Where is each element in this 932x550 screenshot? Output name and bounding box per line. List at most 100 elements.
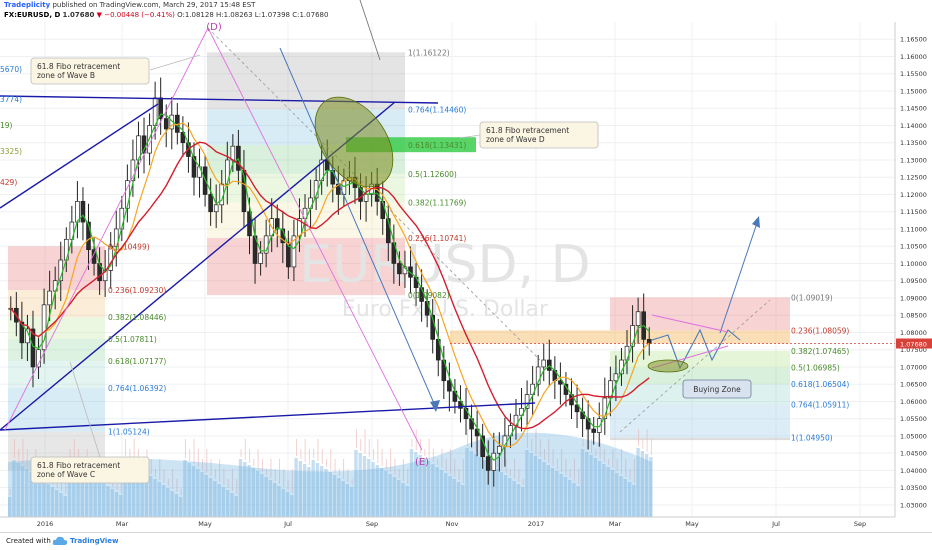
- volume-tick: [291, 469, 293, 493]
- volume-tick: [556, 459, 558, 469]
- volume-bar: [495, 469, 499, 517]
- volume-tick: [398, 469, 400, 478]
- annotation-callout: 61.8 Fibo retracement zone of Wave D: [479, 121, 599, 149]
- ma-slow-line: [10, 141, 650, 430]
- volume-tick: [129, 449, 131, 459]
- volume-bar: [426, 461, 431, 517]
- volume-bar: [512, 481, 516, 517]
- volume-tick: [167, 479, 169, 486]
- arrow-head-down: [430, 400, 440, 412]
- volume-bar: [247, 465, 251, 517]
- volume-tick: [638, 429, 640, 446]
- volume-tick: [514, 459, 516, 479]
- footer-divider: [0, 532, 932, 533]
- volume-bar: [131, 464, 136, 517]
- volume-tick: [595, 449, 597, 456]
- volume-bar: [20, 466, 25, 517]
- volume-bar: [37, 478, 42, 517]
- price-tick: 1.12500: [900, 174, 927, 182]
- time-tick: Jul: [283, 520, 292, 528]
- volume-bar: [542, 462, 546, 517]
- volume-bar: [597, 461, 602, 517]
- fib-label-right: 0.382(1.07465): [791, 347, 849, 356]
- candle-body: [30, 328, 36, 368]
- volume-bar: [187, 463, 191, 517]
- volume-bar: [290, 495, 294, 517]
- volume-tick: [646, 429, 648, 452]
- created-with-label: Created with: [6, 537, 51, 545]
- volume-bar: [110, 489, 114, 517]
- price-tick: 1.07500: [900, 346, 927, 354]
- volume-bar: [200, 472, 204, 517]
- volume-bar: [311, 460, 315, 517]
- price-tick: 1.16500: [900, 36, 927, 44]
- volume-bar: [328, 472, 332, 517]
- volume-bar: [533, 456, 538, 517]
- volume-tick: [22, 439, 24, 464]
- volume-tick: [296, 439, 298, 456]
- volume-bar: [183, 460, 187, 517]
- candle-body: [363, 194, 369, 202]
- fib-label-right: 1(1.04950): [791, 434, 833, 443]
- candle-body: [180, 132, 186, 144]
- volume-bar: [144, 473, 149, 517]
- trend-drawings: [0, 0, 895, 451]
- volume-tick: [163, 469, 165, 483]
- volume-tick: [338, 469, 340, 476]
- volume-bar: [452, 479, 456, 517]
- volume-tick: [197, 449, 199, 467]
- volume-bar: [615, 473, 619, 517]
- publisher-name[interactable]: Tradeplicity: [4, 1, 51, 9]
- volume-tick: [612, 449, 614, 468]
- volume-tick: [441, 449, 443, 468]
- candle-body: [447, 380, 452, 392]
- volume-tick: [223, 469, 225, 485]
- volume-tick: [261, 459, 263, 472]
- time-tick: May: [685, 520, 699, 528]
- volume-bar: [12, 460, 16, 517]
- candle-body: [113, 228, 119, 247]
- candle-body: [291, 235, 297, 268]
- volume-bar: [379, 468, 384, 517]
- volume-tick: [351, 479, 353, 485]
- volume-tick: [544, 449, 546, 460]
- volume-bar: [456, 482, 461, 517]
- volume-bar: [264, 477, 268, 517]
- volume-bar: [140, 470, 144, 517]
- gray-arrow-line: [359, 0, 381, 61]
- volume-tick: [65, 479, 67, 494]
- volume-bar: [349, 487, 354, 517]
- time-tick: Sep: [854, 520, 866, 528]
- volume-tick: [308, 449, 310, 465]
- volume-bar: [384, 471, 388, 517]
- candle-body: [358, 187, 363, 202]
- volume-bar: [555, 471, 559, 517]
- volume-bar: [76, 465, 80, 517]
- volume-tick: [219, 459, 221, 482]
- volume-tick: [274, 469, 276, 481]
- moving-averages: [10, 113, 650, 461]
- volume-tick: [586, 429, 588, 450]
- volume-bar: [273, 483, 277, 517]
- callout-line: 61.8 Fibo retracement: [37, 461, 120, 470]
- volume-tick: [582, 439, 584, 447]
- volume-bar: [375, 465, 379, 517]
- volume-tick: [206, 449, 208, 473]
- candle-body: [86, 221, 91, 251]
- volume-bar: [525, 450, 529, 517]
- volume-tick: [496, 459, 498, 467]
- volume-bar: [307, 467, 311, 517]
- volume-bar: [414, 452, 418, 517]
- volume-bar: [123, 458, 127, 517]
- volume-bar: [294, 458, 298, 517]
- candle-body: [41, 304, 47, 351]
- price-tick: 1.05500: [900, 415, 927, 423]
- volume-tick: [13, 439, 15, 458]
- tradingview-brand[interactable]: TradingView: [70, 537, 119, 545]
- callout-line: 61.8 Fibo retracement: [37, 62, 120, 71]
- volume-bar: [204, 475, 208, 517]
- volume-tick: [625, 459, 627, 477]
- volume-tick: [535, 429, 537, 454]
- volume-tick: [454, 459, 456, 477]
- volume-tick: [385, 459, 387, 469]
